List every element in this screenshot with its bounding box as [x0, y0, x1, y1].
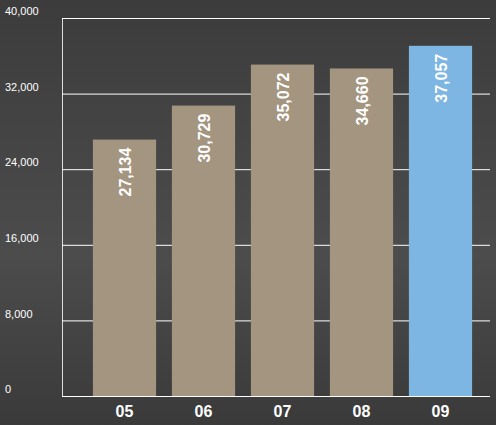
data-label: 37,057 [433, 54, 450, 103]
grid-line [62, 18, 490, 19]
y-axis-line [63, 19, 491, 397]
data-label: 30,729 [196, 114, 213, 163]
bar [172, 106, 235, 396]
y-tick-label: 24,000 [5, 156, 39, 168]
x-tick: 08 [353, 396, 371, 420]
bars [93, 46, 472, 396]
x-tick-label: 05 [116, 403, 134, 420]
y-tick-label: 16,000 [5, 232, 39, 244]
y-tick-label: 8,000 [5, 308, 33, 320]
x-tick: 07 [274, 396, 292, 420]
y-tick-label: 32,000 [5, 81, 39, 93]
x-tick: 09 [432, 396, 450, 420]
y-tick: 40,000 [5, 5, 490, 18]
x-tick-label: 08 [353, 403, 371, 420]
data-label: 35,072 [275, 72, 292, 121]
grid-line [62, 396, 490, 397]
bar [93, 140, 156, 396]
x-tick-label: 06 [195, 403, 213, 420]
bar [330, 68, 393, 396]
y-axis: 0 8,000 16,000 24,000 32,000 40,000 [5, 5, 490, 396]
x-axis: 05 06 07 08 09 [86, 396, 481, 420]
x-axis-line [86, 396, 481, 397]
bar [409, 46, 472, 396]
x-tick: 05 [116, 396, 134, 420]
background [0, 0, 496, 425]
chart: 0 8,000 16,000 24,000 32,000 40,000 27,134 30,7… [0, 0, 496, 425]
bar [251, 65, 314, 396]
x-tick: 06 [195, 396, 213, 420]
x-tick-label: 09 [432, 403, 450, 420]
data-labels: 27,134 30,729 35,072 34,660 37,057 [117, 54, 450, 197]
data-label: 34,660 [354, 76, 371, 125]
x-tick-label: 07 [274, 403, 292, 420]
y-tick-label: 40,000 [5, 5, 39, 17]
data-label: 27,134 [117, 147, 134, 196]
y-tick-label: 0 [5, 383, 11, 395]
